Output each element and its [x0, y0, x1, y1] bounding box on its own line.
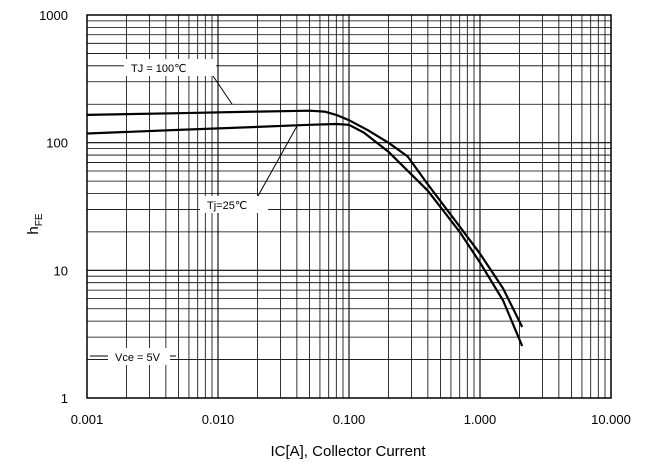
- y-axis-label: hFE: [25, 213, 45, 234]
- series-line-tj-25: [86, 122, 524, 347]
- annotation-label-bg: [200, 196, 268, 213]
- y-axis-label-main: h: [25, 226, 42, 234]
- plot-frame: [86, 14, 612, 399]
- x-tick-label: 1.000: [464, 412, 497, 427]
- x-axis-label: IC[A], Collector Current: [270, 443, 426, 460]
- series-line-tj-100: [86, 109, 524, 328]
- y-tick-label: 100: [46, 136, 68, 151]
- y-tick-label: 1: [61, 391, 68, 406]
- annotation-label: Vce = 5V: [115, 352, 161, 364]
- grid-lines: [87, 15, 611, 398]
- x-tick-label: 0.100: [333, 412, 366, 427]
- x-tick-label: 10.000: [591, 412, 631, 427]
- annotation-layer: TJ = 100℃ Tj=25℃ Vce = 5V: [90, 59, 298, 365]
- x-tick-labels: 0.001 0.010 0.100 1.000 10.000: [71, 412, 631, 427]
- y-axis-label-subscript: FE: [34, 213, 45, 226]
- x-tick-label: 0.001: [71, 412, 104, 427]
- annotation-label-bg: [108, 348, 170, 365]
- y-tick-label: 10: [54, 263, 68, 278]
- annotation-label-bg: [124, 59, 216, 76]
- y-tick-label: 1000: [39, 8, 68, 23]
- y-tick-labels: 1 10 100 1000: [39, 8, 68, 406]
- annotation-leader-line: [257, 125, 298, 197]
- annotation-label: TJ = 100℃: [131, 63, 186, 75]
- x-tick-label: 0.010: [202, 412, 235, 427]
- annotation-label: Tj=25℃: [207, 200, 247, 212]
- annotation-leader-line: [212, 75, 233, 105]
- series-layer: [86, 109, 524, 347]
